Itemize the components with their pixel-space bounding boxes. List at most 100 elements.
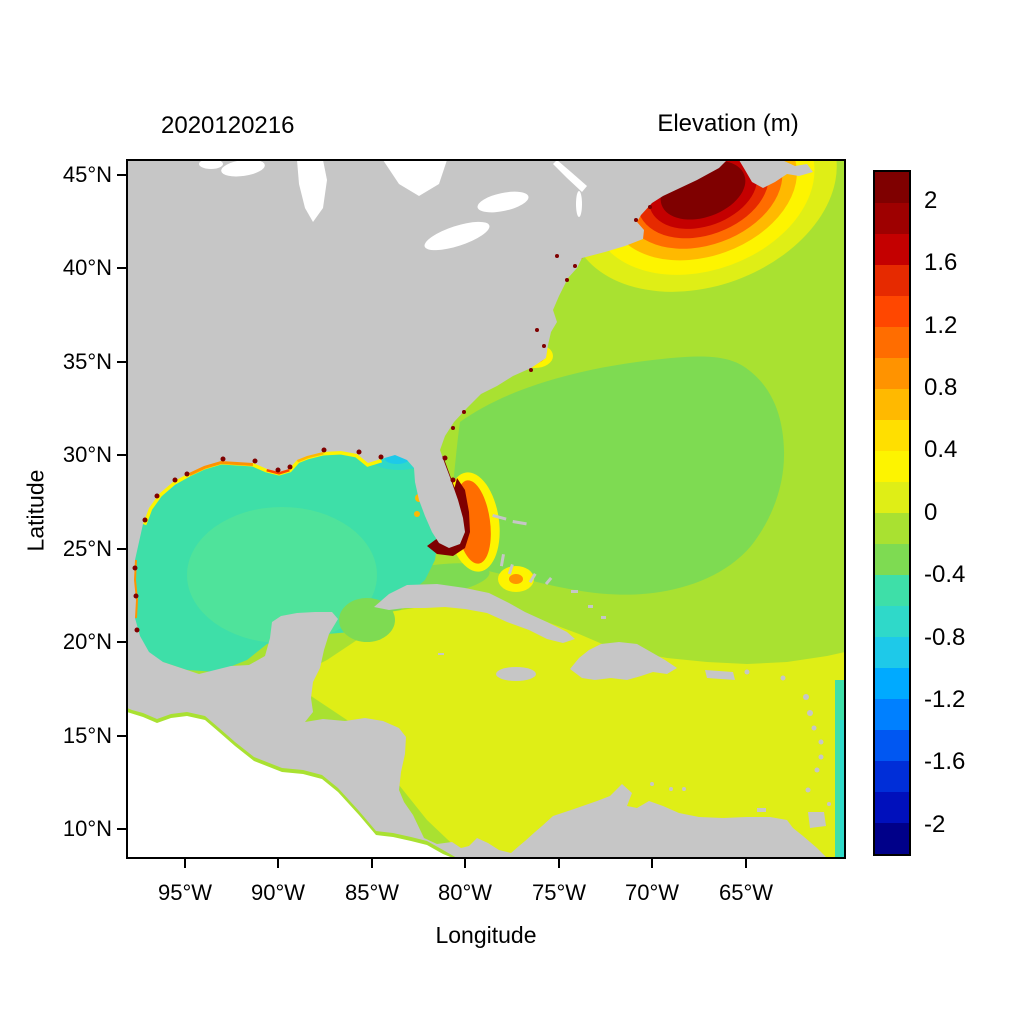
lake-champlain <box>576 191 582 217</box>
lake-small <box>199 160 223 169</box>
colorbar-band <box>875 265 909 296</box>
speckle <box>529 368 533 372</box>
speckle <box>634 218 638 222</box>
colorbar-band <box>875 358 909 389</box>
colorbar-tick-label: -1.2 <box>924 686 966 713</box>
land-americas-mainland <box>127 160 827 858</box>
colorbar-band <box>875 327 909 358</box>
island-aruba <box>650 782 654 786</box>
st-lawrence-river <box>553 160 587 192</box>
island-bahama <box>499 553 505 567</box>
y-tick-label: 35°N <box>62 349 112 374</box>
island-jamaica <box>496 667 536 681</box>
island-turks <box>588 605 593 608</box>
speckle <box>451 426 455 430</box>
y-tick-mark <box>117 267 126 269</box>
speckle <box>442 455 448 461</box>
caribbean-region <box>287 606 845 858</box>
island-margarita <box>757 808 766 812</box>
island-cuba <box>374 584 575 643</box>
speckle <box>535 328 539 332</box>
island-cayman <box>438 653 444 655</box>
lake-huron <box>383 160 447 196</box>
speckle <box>133 593 139 599</box>
y-tick-label: 25°N <box>62 536 112 561</box>
x-tick-mark <box>184 859 186 868</box>
x-tick-label: 75°W <box>531 880 587 905</box>
x-tick-label: 90°W <box>250 880 306 905</box>
speckle <box>648 205 652 209</box>
great-lakes <box>199 160 587 251</box>
island-antilles <box>818 739 824 745</box>
colorbar-band <box>875 668 909 699</box>
island-bahama <box>544 577 553 586</box>
y-tick-label: 30°N <box>62 442 112 467</box>
colorbar-band <box>875 296 909 327</box>
y-tick-mark <box>117 828 126 830</box>
colorbar-band <box>875 792 909 823</box>
speckle <box>462 410 466 414</box>
colorbar-band <box>875 234 909 265</box>
speckle <box>132 565 138 571</box>
y-tick-label: 40°N <box>62 255 112 280</box>
island-bahama <box>507 564 514 575</box>
lake-ontario <box>477 191 529 213</box>
colorbar-band <box>875 823 909 854</box>
x-tick-mark <box>651 859 653 868</box>
gulf-center-region <box>187 507 377 643</box>
coastal-speckles <box>132 205 652 633</box>
speckle <box>142 517 148 523</box>
pacific-mask <box>127 712 453 858</box>
lake-michigan <box>297 160 327 222</box>
colorbar-tick-label: 0.8 <box>924 374 958 401</box>
colorbar-band <box>875 420 909 451</box>
island-antilles <box>744 669 750 675</box>
colorbar-title: Elevation (m) <box>657 110 799 137</box>
speckle <box>184 471 190 477</box>
speckle <box>172 477 178 483</box>
island-trinidad <box>808 812 826 828</box>
lake-superior-edge <box>221 160 265 177</box>
land-nova-scotia <box>739 160 813 188</box>
y-tick-mark <box>117 735 126 737</box>
island-antilles <box>807 710 813 716</box>
y-tick-label: 10°N <box>62 816 112 841</box>
speckle <box>275 467 281 473</box>
speckle <box>252 458 258 464</box>
colorbar-tick-label: 0 <box>924 499 938 526</box>
speckle <box>555 254 559 258</box>
colorbar-tick-label: 0.4 <box>924 436 958 463</box>
speckle <box>542 344 546 348</box>
colorbar-tick-label: 2 <box>924 187 938 214</box>
colorbar-band <box>875 761 909 792</box>
speckle <box>134 627 140 633</box>
island-antilles <box>811 725 817 731</box>
x-tick-mark <box>371 859 373 868</box>
plot-border <box>126 159 846 859</box>
x-tick-mark <box>464 859 466 868</box>
colorbar-tick-label: 1.2 <box>924 312 958 339</box>
colorbar-band <box>875 451 909 482</box>
speckle <box>573 264 577 268</box>
x-tick-label: 80°W <box>437 880 493 905</box>
speckle <box>450 477 456 483</box>
x-tick-label: 95°W <box>157 880 213 905</box>
bahama-bank-spot-core <box>509 574 523 584</box>
island-antilles <box>803 694 809 700</box>
speckle <box>287 464 293 470</box>
colorbar-band <box>875 730 909 761</box>
x-tick-label: 85°W <box>344 880 400 905</box>
island-antilles <box>818 754 824 760</box>
speckle <box>565 278 569 282</box>
colorbar-band <box>875 513 909 544</box>
island-tobago <box>827 802 831 806</box>
y-tick-label: 15°N <box>62 723 112 748</box>
colorbar-tick-label: -0.4 <box>924 561 966 588</box>
colorbar-tick-label: -2 <box>924 811 946 838</box>
island-turks <box>601 616 606 619</box>
x-tick-mark <box>558 859 560 868</box>
island-bahama <box>512 520 527 526</box>
datetime-title: 2020120216 <box>161 112 295 139</box>
